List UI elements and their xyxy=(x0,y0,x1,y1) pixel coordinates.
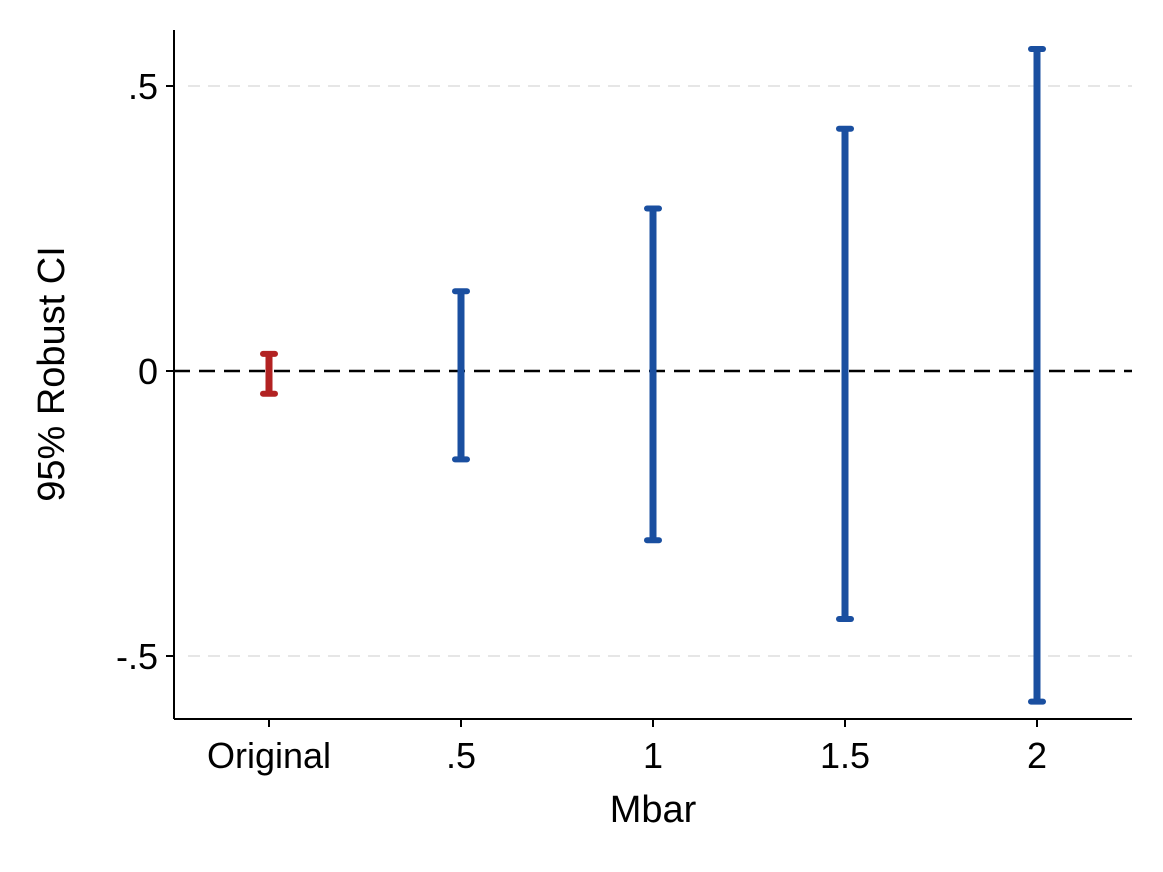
error-bar xyxy=(644,205,662,544)
x-tick-label: Original xyxy=(207,735,331,776)
error-bar xyxy=(452,288,470,463)
error-bar xyxy=(1028,45,1046,705)
x-tick-label: 1.5 xyxy=(820,735,870,776)
x-tick-label: 2 xyxy=(1027,735,1047,776)
intervals xyxy=(260,45,1046,705)
error-bar xyxy=(836,125,854,622)
y-tick-label: 0 xyxy=(138,351,158,392)
y-tick-label: .5 xyxy=(128,66,158,107)
x-tick-label: 1 xyxy=(643,735,663,776)
y-tick-label: -.5 xyxy=(116,636,158,677)
x-tick-label: .5 xyxy=(446,735,476,776)
error-bar xyxy=(260,350,278,397)
ticks: -.5 0 .5 Original .5 1 1.5 2 xyxy=(116,66,1047,776)
x-axis-title: Mbar xyxy=(610,789,697,831)
y-axis-title: 95% Robust CI xyxy=(31,246,73,502)
gridlines xyxy=(188,85,1132,657)
